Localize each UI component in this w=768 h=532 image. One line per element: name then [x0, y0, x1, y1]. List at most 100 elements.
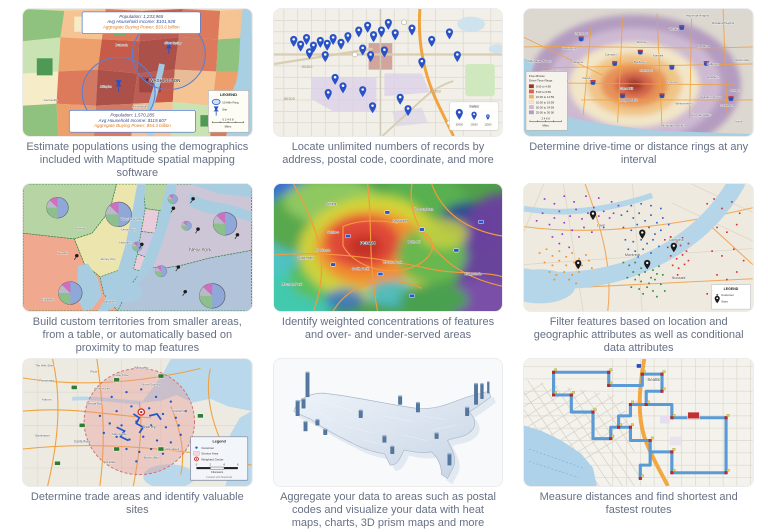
- svg-text:Stirling: Stirling: [326, 202, 336, 206]
- svg-text:North Sydney: North Sydney: [142, 383, 160, 387]
- svg-text:Claremont: Claremont: [298, 256, 313, 260]
- map-labels: Kearny Newark Jersey City Elizabeth Bayo…: [41, 217, 213, 304]
- legend-size: 12500: [484, 124, 492, 127]
- svg-text:Parramatta: Parramatta: [39, 379, 54, 383]
- feature-card-heat-map: Stirling Bassendean Bayswater Subiaco PE…: [272, 183, 504, 355]
- map-trade-areas: The Hills Shire Ryde Willoughby Parramatta…: [22, 358, 253, 487]
- svg-text:Rockdale: Rockdale: [104, 460, 117, 464]
- svg-text:Fullerton: Fullerton: [707, 62, 720, 66]
- caption-demographics: Estimate populations using the demograph…: [26, 141, 249, 179]
- svg-text:PERTH: PERTH: [360, 241, 375, 246]
- caption-territories: Build custom territories from smaller ar…: [32, 316, 242, 354]
- svg-text:Nedlands: Nedlands: [316, 248, 330, 252]
- callout-population: Population: 1,570,285: [110, 113, 155, 118]
- map-label: Centreville: [44, 98, 58, 102]
- svg-text:Kearny: Kearny: [75, 227, 85, 231]
- map-label: 80303: [429, 89, 440, 93]
- svg-text:South Perth: South Perth: [352, 267, 370, 271]
- caption-prism: Aggregate your data to areas such as pos…: [280, 491, 496, 529]
- callout-income: Avg Household Income: $101,928: [106, 19, 176, 24]
- svg-text:Long Beach: Long Beach: [619, 98, 638, 102]
- svg-text:Woollahra: Woollahra: [172, 409, 186, 413]
- svg-text:Hoboken: Hoboken: [119, 241, 132, 245]
- svg-text:Marrickville: Marrickville: [112, 432, 127, 436]
- legend-title: Legend: [212, 439, 225, 443]
- map-routes: Seattle: [523, 358, 754, 487]
- roads: [524, 9, 753, 127]
- svg-text:Signal Hill: Signal Hill: [620, 87, 633, 91]
- svg-text:Willoughby: Willoughby: [134, 366, 149, 370]
- callout-buying-power: Aggregate Buying Power: $33.6 billion: [102, 25, 180, 30]
- svg-text:Ryde: Ryde: [91, 369, 98, 373]
- svg-text:Irvine: Irvine: [736, 120, 744, 124]
- svg-text:Norwalk: Norwalk: [653, 53, 664, 57]
- legend: LEGEND Customer Store: [711, 284, 752, 310]
- svg-text:Bayswater: Bayswater: [392, 219, 408, 223]
- map-heat: Stirling Bassendean Bayswater Subiaco PE…: [272, 183, 504, 312]
- map-label: 80302: [301, 65, 312, 69]
- svg-text:15:00 to 19:59: 15:00 to 19:59: [536, 100, 555, 104]
- svg-text:Lakewood: Lakewood: [640, 69, 654, 73]
- map-label: Bethesda: [115, 43, 128, 47]
- svg-text:Bellflower: Bellflower: [634, 60, 647, 64]
- interstate-shield-icon: [636, 363, 643, 369]
- legend-title: Sales: [469, 105, 479, 109]
- caption-filter: Filter features based on location and ge…: [533, 316, 744, 354]
- scale-ticks: 0 2 4 6 8: [222, 117, 234, 121]
- svg-text:Newark: Newark: [57, 251, 68, 255]
- svg-text:Whittier: Whittier: [669, 27, 679, 31]
- svg-text:2: 2: [210, 464, 212, 467]
- svg-text:4: 4: [223, 464, 225, 467]
- map-label: Alexandria: [132, 105, 146, 109]
- caption-trade-areas: Determine trade areas and identify valua…: [30, 491, 244, 516]
- svg-text:Bankstown: Bankstown: [36, 434, 51, 438]
- svg-text:Auburn: Auburn: [42, 398, 52, 402]
- svg-text:Hunters Hill: Hunters Hill: [94, 386, 110, 390]
- map-prism: [272, 358, 504, 487]
- usa-prism-map: [292, 390, 496, 485]
- svg-text:Rowland Heights: Rowland Heights: [712, 21, 735, 25]
- water-layer: [524, 425, 598, 486]
- customer-dots-purple: [536, 195, 620, 249]
- svg-text:Orange: Orange: [730, 89, 740, 93]
- legend-site-label: Site: [222, 107, 227, 111]
- legend: Sales 50000 25000 12500: [448, 101, 499, 131]
- callout-income: Avg Household Income: $119,607: [98, 118, 167, 123]
- svg-text:Belmont: Belmont: [408, 240, 420, 244]
- caption-routes: Measure distances and find shortest and …: [539, 491, 738, 516]
- ring-icon: [211, 98, 221, 105]
- svg-text:Subiaco: Subiaco: [327, 230, 339, 234]
- minor-roads: [23, 359, 252, 486]
- svg-text:La Habra: La Habra: [698, 44, 711, 48]
- svg-text:Santa Ana: Santa Ana: [721, 104, 735, 108]
- svg-text:6: 6: [237, 464, 239, 467]
- svg-text:New York: New York: [189, 247, 212, 253]
- svg-text:Gardena: Gardena: [572, 60, 584, 64]
- customer-dots-green: [622, 261, 666, 298]
- svg-text:Victoria Park: Victoria Park: [383, 261, 402, 265]
- callout-top: Population: 1,233,965 Avg Household Inco…: [81, 11, 201, 35]
- legend-ring-label: 10-Mile Ring: [222, 100, 239, 104]
- svg-text:Weighted Center: Weighted Center: [201, 457, 223, 461]
- svg-text:Hawthorne: Hawthorne: [563, 47, 578, 51]
- customer-dots: [98, 388, 187, 463]
- caption-heat-map: Identify weighted concentrations of feat…: [281, 316, 495, 341]
- depot-marker: [687, 411, 701, 419]
- svg-text:Brossard: Brossard: [672, 276, 686, 280]
- svg-text:Cypress: Cypress: [667, 80, 678, 84]
- feature-card-records: 80302 80309 80303 Sales: [272, 8, 504, 180]
- map-label: Arlington: [100, 85, 112, 89]
- zip-labels: 80302 80309 80303: [284, 65, 441, 101]
- svg-text:5:00 to 9:59: 5:00 to 9:59: [536, 90, 552, 94]
- svg-text:Kalamunda: Kalamunda: [464, 272, 481, 276]
- site-pin-icon: [165, 42, 173, 54]
- customer-street-clusters: [116, 412, 162, 442]
- customer-dots-orange: [539, 248, 594, 285]
- svg-text:Compton: Compton: [605, 52, 617, 56]
- svg-text:Botany Bay: Botany Bay: [144, 456, 160, 460]
- map-drive-time: Manhattan Beach Inglewood Downey Norwalk B…: [523, 8, 754, 137]
- weighted-center-icon: [137, 408, 146, 416]
- callout-bottom: Population: 1,570,285 Avg Household Inco…: [68, 110, 196, 133]
- svg-text:Longueuil: Longueuil: [670, 238, 685, 242]
- site-pin-icon: [115, 80, 123, 92]
